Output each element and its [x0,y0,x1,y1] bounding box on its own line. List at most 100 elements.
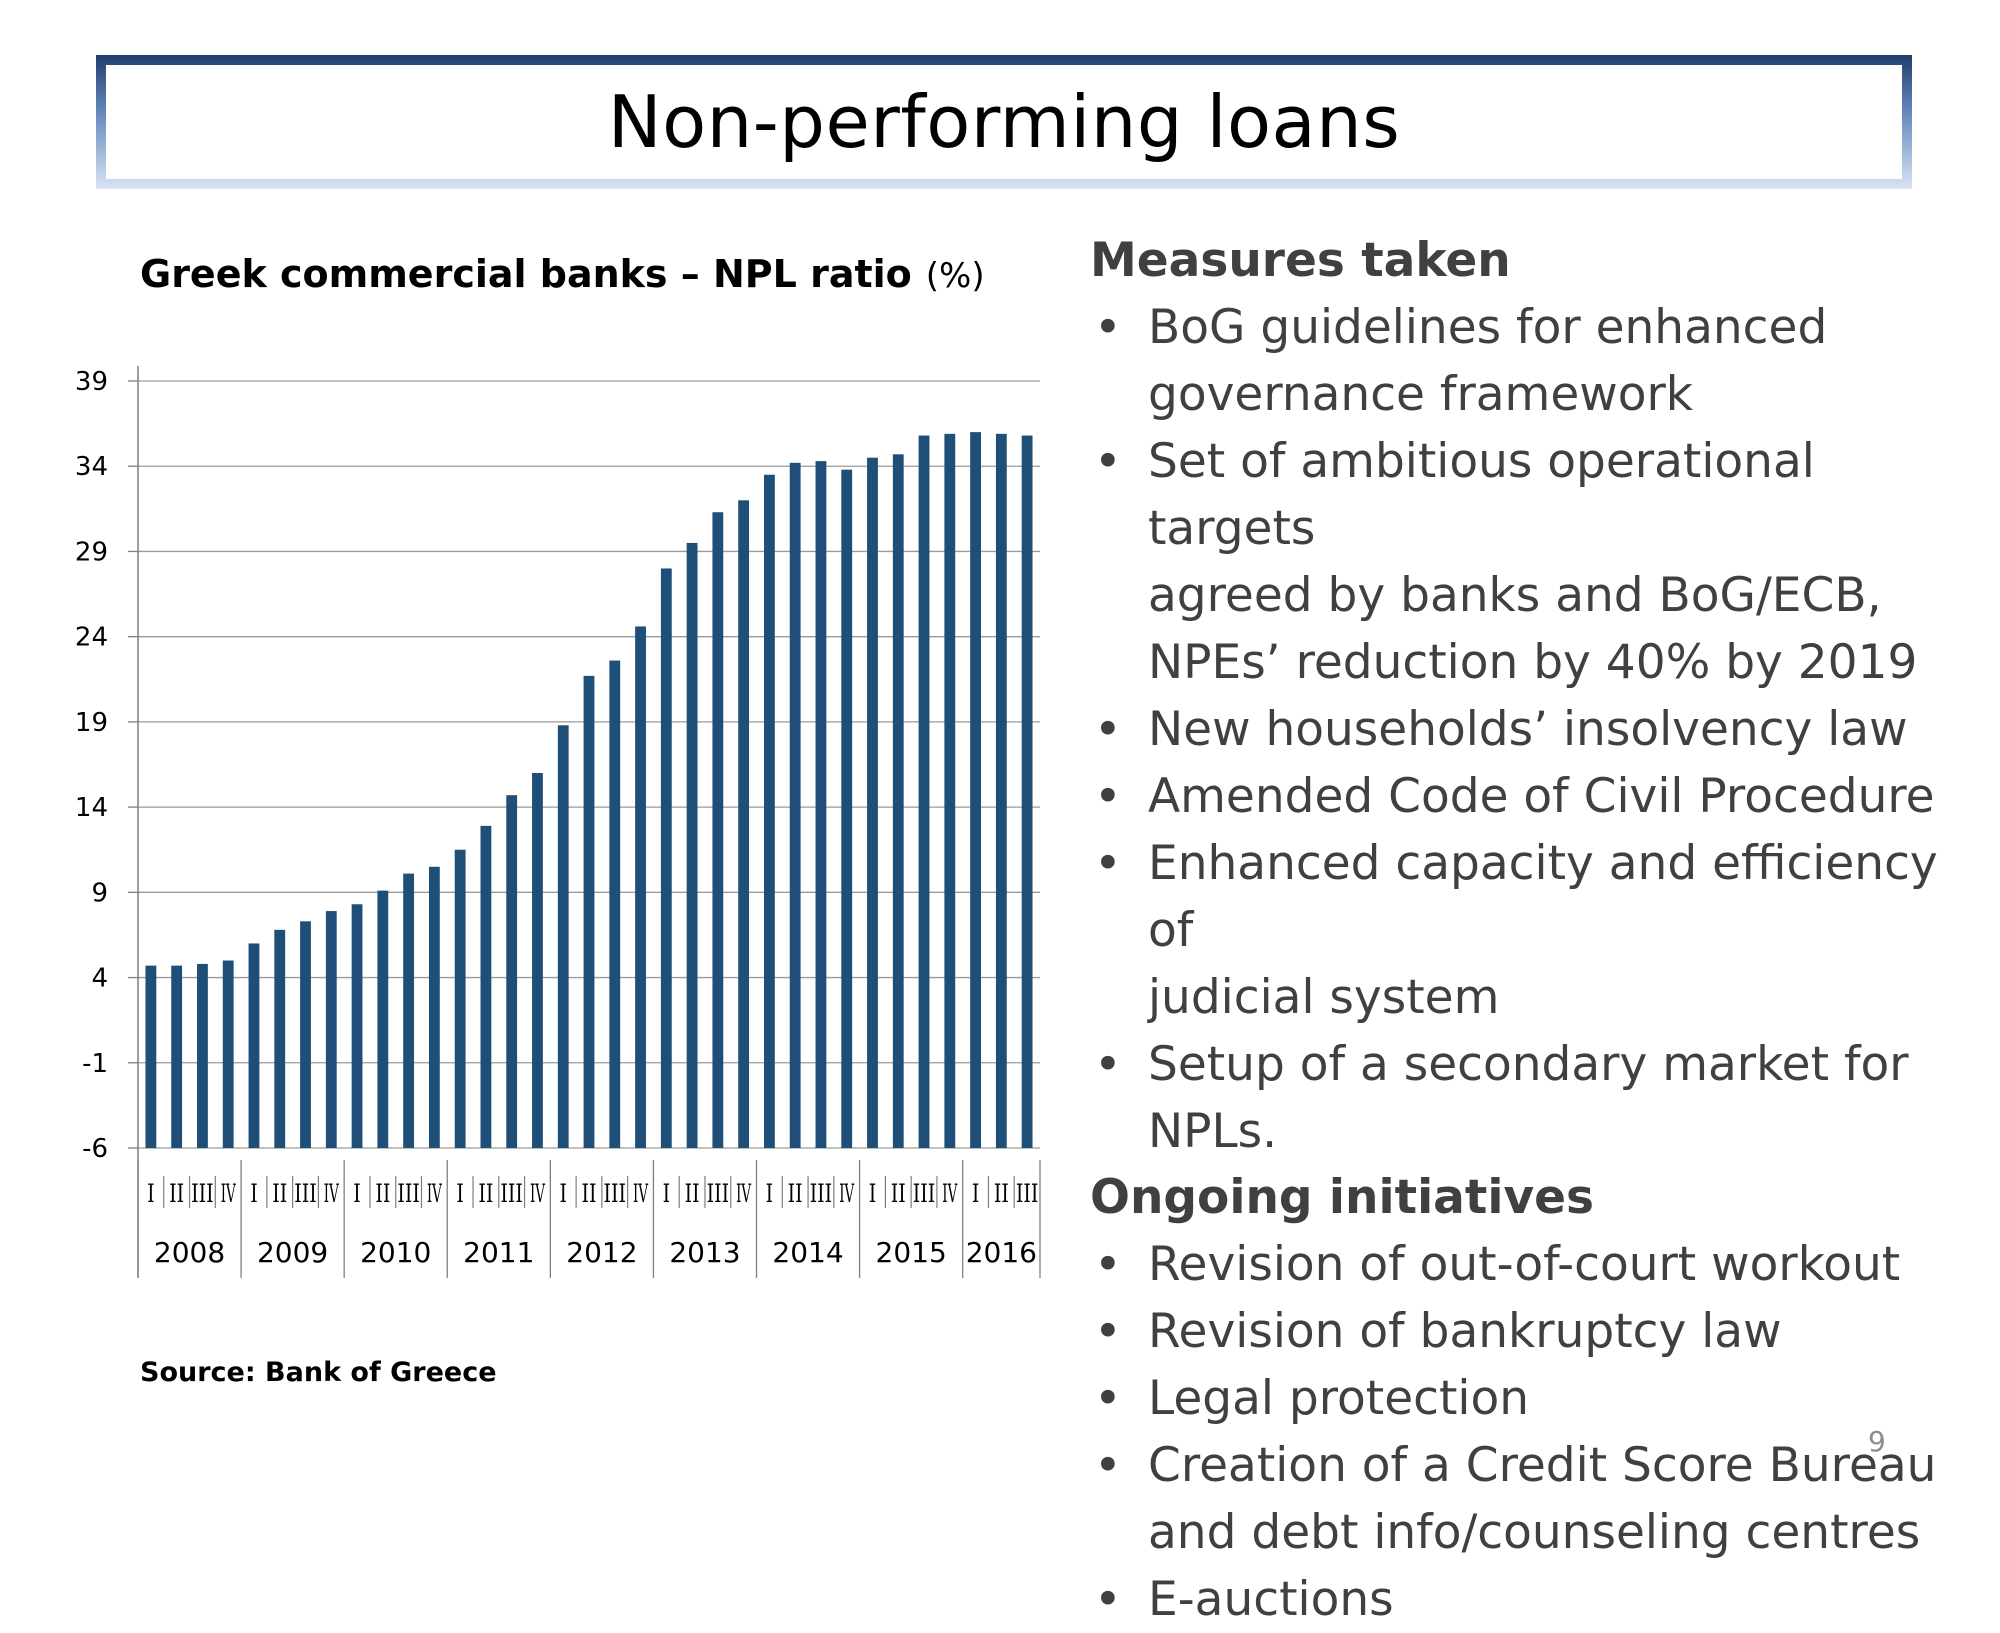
quarter-label: IV [221,1179,237,1208]
year-label: 2013 [669,1236,740,1269]
quarter-label: III [1016,1179,1039,1208]
measure-item-line: New households’ insolvency law [1148,702,1908,757]
bar [197,963,208,1148]
measures-heading: Measures taken [1090,233,1511,288]
bar [1021,435,1033,1148]
title-banner: Non-performing loans [96,55,1912,189]
bar [686,542,698,1148]
quarter-label: III [810,1179,833,1208]
year-label: 2011 [463,1236,534,1269]
y-tick-label: -6 [82,1134,108,1164]
quarter-label: IV [633,1179,649,1208]
measure-item-line: judicial system [1148,970,1500,1025]
quarter-label: I [766,1179,774,1208]
measure-item: Setup of a secondary market for NPLs. [1090,1031,1990,1165]
bar [918,435,930,1148]
quarter-label: II [169,1179,184,1208]
quarter-label: II [891,1179,906,1208]
year-label: 2015 [876,1236,947,1269]
bar [454,849,466,1148]
quarter-label: III [191,1179,214,1208]
bar [480,825,492,1148]
bar [841,469,853,1148]
measure-item: Enhanced capacity and efficiency of judic… [1090,830,1990,1031]
measure-item-line: governance framework [1148,367,1693,422]
quarter-label: II [582,1179,597,1208]
bar [506,795,518,1148]
y-tick-label: 14 [75,793,108,823]
measure-item-line: Setup of a secondary market for [1148,1037,1909,1092]
measure-item-line: Amended Code of Civil Procedure [1148,769,1935,824]
bar [403,873,415,1148]
bar [171,965,183,1148]
measures-list: BoG guidelines for enhanced governance fr… [1090,294,1990,1165]
bar [377,890,389,1148]
chart-unit: (%) [925,256,985,296]
initiatives-list: Revision of out-of-court workout Revision… [1090,1231,1990,1633]
quarter-label: IV [839,1179,855,1208]
bar [738,500,750,1148]
bar [351,904,363,1148]
measure-item: New households’ insolvency law [1090,696,1990,763]
bar [867,457,878,1148]
measure-item-line: Set of ambitious operational targets [1148,434,1815,556]
initiative-item: E-auctions [1090,1566,1990,1633]
bar [892,454,904,1148]
year-label: 2009 [257,1236,328,1269]
quarter-label: II [994,1179,1009,1208]
bar [944,433,956,1148]
quarter-label: IV [530,1179,546,1208]
measure-item-line: NPEs’ reduction by 40% by 2019 [1148,635,1918,690]
year-label: 2012 [566,1236,637,1269]
bar [995,433,1007,1148]
quarter-label: I [869,1179,877,1208]
quarter-label: III [913,1179,936,1208]
chart-title: Greek commercial banks – NPL ratio [140,252,912,296]
chart-title-block: Greek commercial banks – NPL ratio (%) [140,252,985,296]
measure-item: Amended Code of Civil Procedure [1090,763,1990,830]
quarter-label: III [397,1179,420,1208]
initiative-item-line: Revision of out-of-court workout [1148,1237,1901,1292]
quarter-label: II [375,1179,390,1208]
quarter-label: IV [942,1179,958,1208]
year-label: 2008 [154,1236,225,1269]
initiative-item: Revision of bankruptcy law [1090,1298,1990,1365]
initiative-item: Legal protection [1090,1365,1990,1432]
quarter-label: II [685,1179,700,1208]
quarter-label: IV [427,1179,443,1208]
quarter-label: III [294,1179,317,1208]
bar [145,965,157,1148]
initiative-item-line: Legal protection [1148,1371,1530,1426]
bar [248,943,260,1148]
quarter-label: I [250,1179,258,1208]
initiative-item-line: Creation of a Credit Score Bureau [1148,1438,1937,1493]
year-label: 2016 [966,1236,1037,1269]
bar [815,461,827,1148]
quarter-label: I [663,1179,671,1208]
quarter-label: II [272,1179,287,1208]
bar [763,474,775,1148]
measure-item-line: BoG guidelines for enhanced [1148,300,1828,355]
quarter-label: I [559,1179,567,1208]
bar [428,866,440,1148]
measure-item: Set of ambitious operational targets agre… [1090,428,1990,696]
quarter-label: I [456,1179,464,1208]
y-tick-label: 9 [91,878,108,908]
quarter-label: I [147,1179,155,1208]
initiatives-heading: Ongoing initiatives [1090,1170,1594,1225]
quarter-label: I [972,1179,980,1208]
initiative-item: Revision of out-of-court workout [1090,1231,1990,1298]
quarter-label: III [707,1179,730,1208]
slide-title: Non-performing loans [607,80,1401,164]
y-tick-label: 24 [75,623,108,653]
quarter-label: II [478,1179,493,1208]
y-tick-label: 34 [75,452,108,482]
bar [274,929,286,1148]
bar [635,626,646,1148]
year-label: 2010 [360,1236,431,1269]
bar [532,773,543,1148]
y-tick-label: 4 [91,964,108,994]
measure-item-line: NPLs. [1148,1104,1278,1159]
quarter-label: IV [324,1179,340,1208]
